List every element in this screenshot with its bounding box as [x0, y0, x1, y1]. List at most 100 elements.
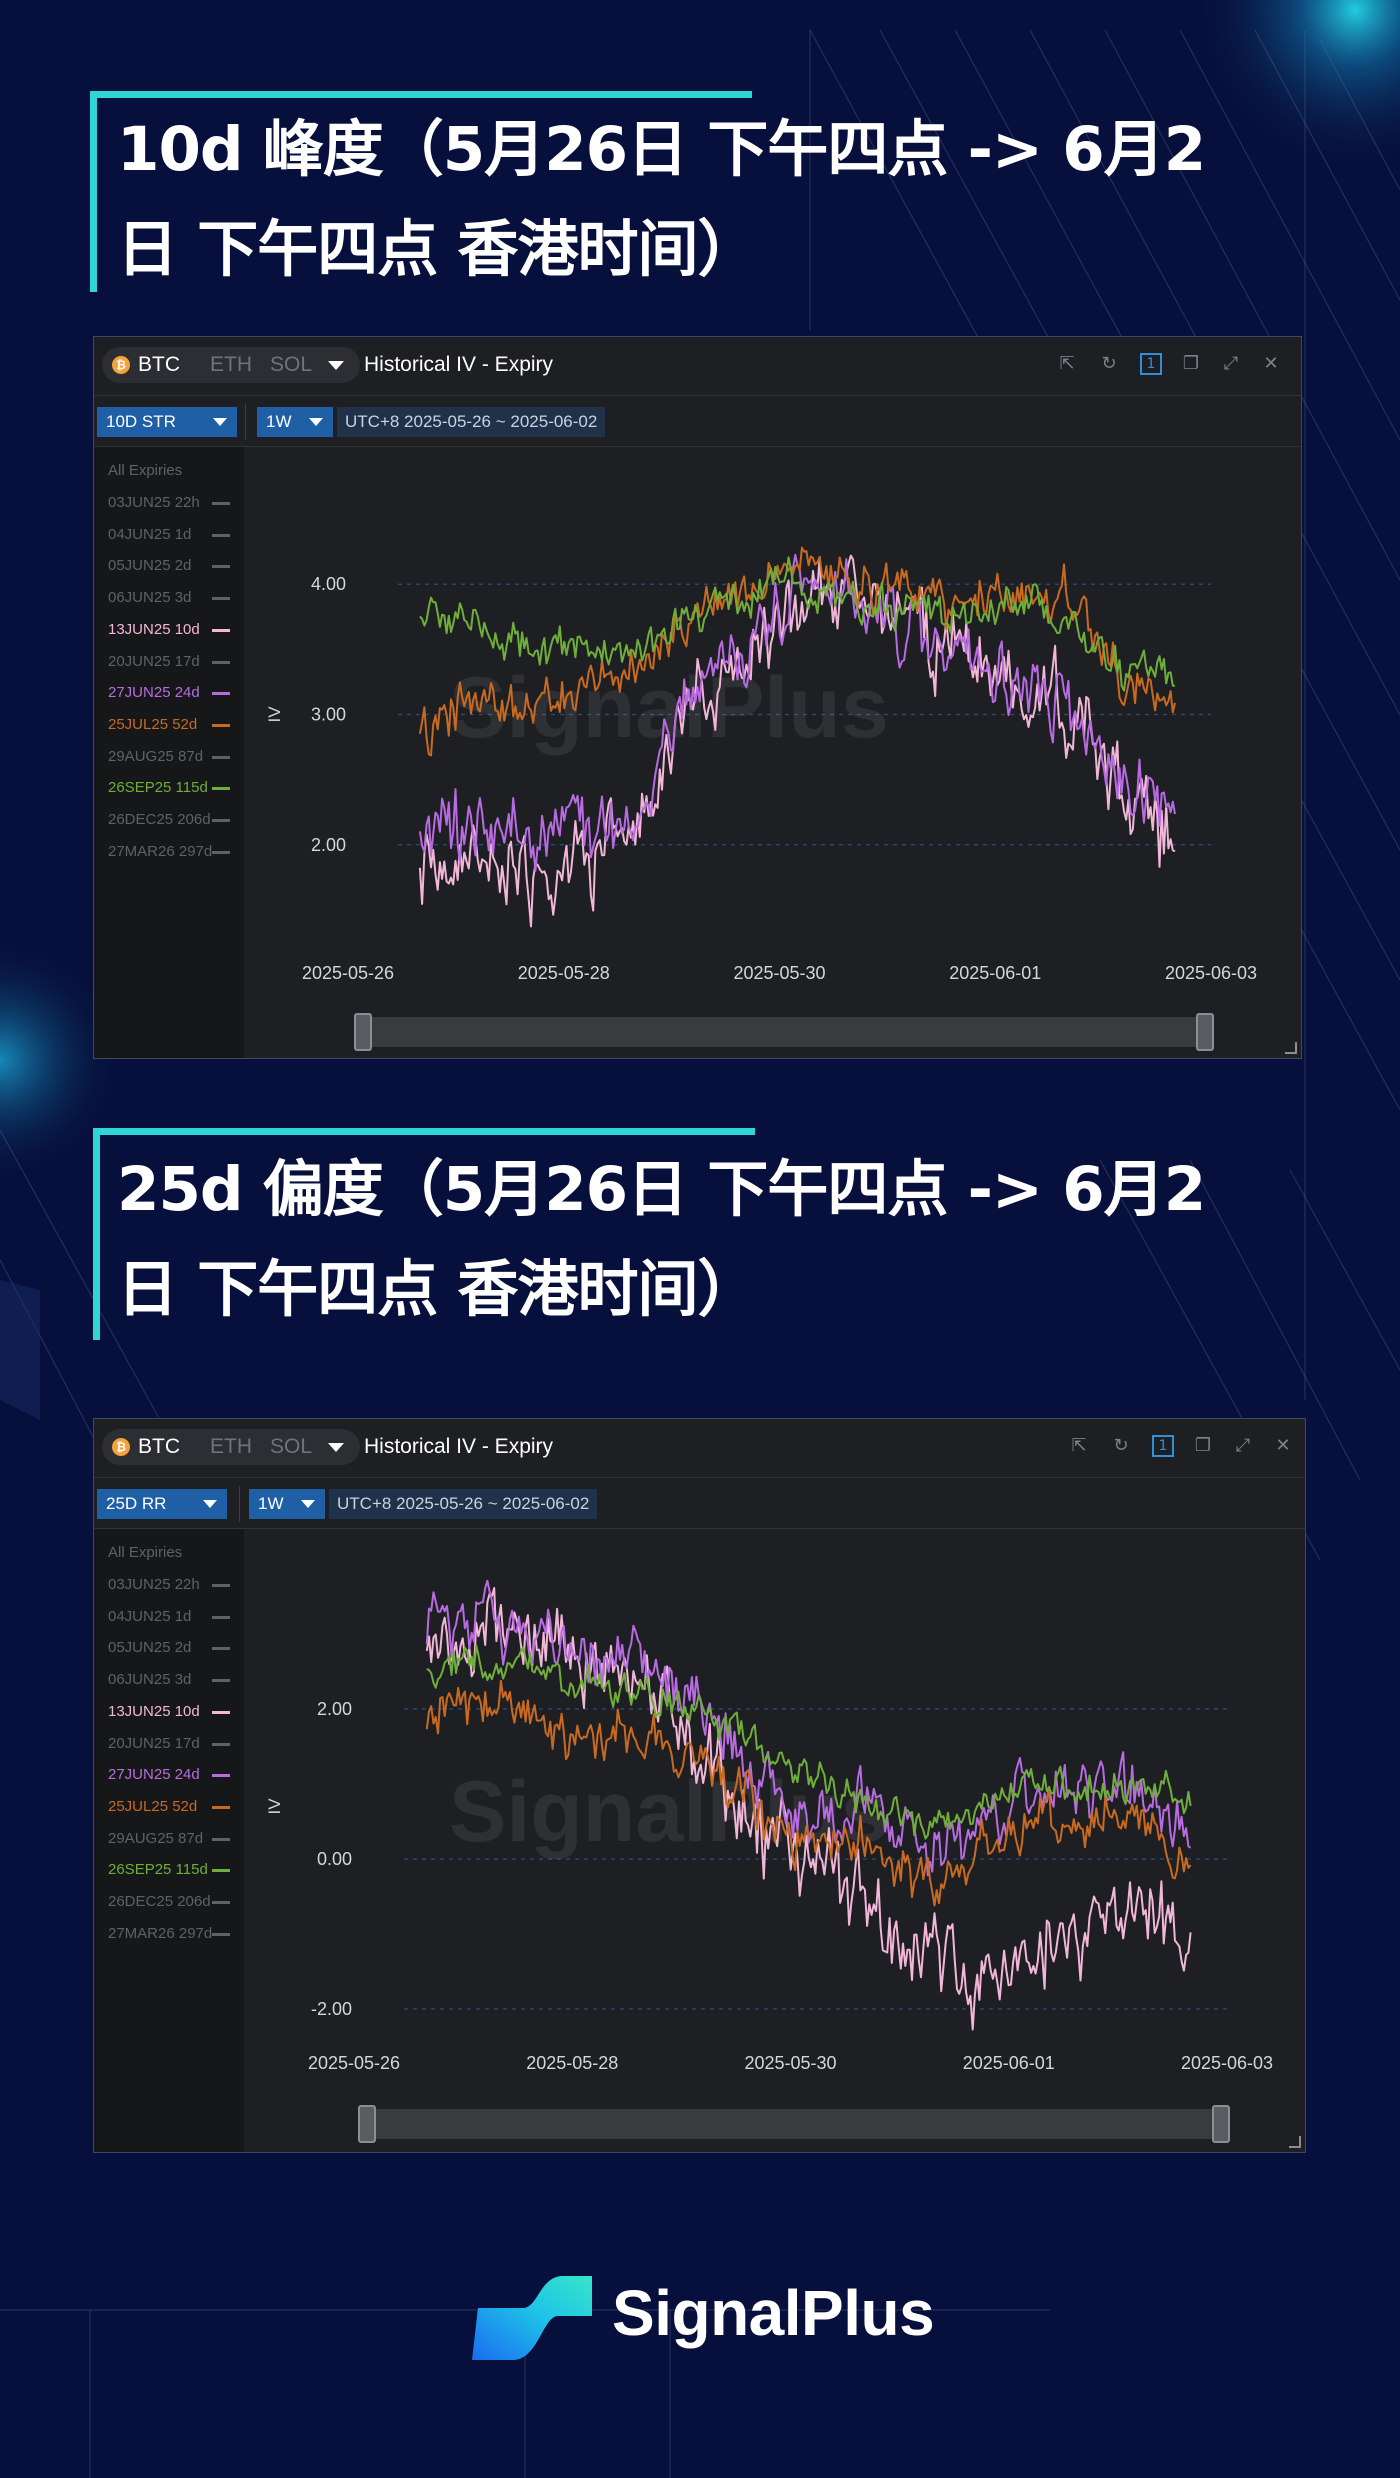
section1-top-accent-bar: [90, 91, 752, 98]
expand-icon[interactable]: ⤢: [1223, 353, 1239, 374]
legend-swatch: [212, 1742, 230, 1746]
legend-item-27jun25-24d[interactable]: 27JUN25 24d: [108, 1766, 200, 1784]
section1-side-accent-bar: [90, 91, 97, 292]
section2-title-line1: 25d 偏度（5月26日 下午四点 -> 6月2: [117, 1154, 1206, 1225]
y-tick-label: 4.00: [311, 574, 346, 594]
bitcoin-icon: ₿: [112, 356, 130, 374]
legend-swatch: [212, 565, 230, 569]
legend-swatch: [212, 850, 230, 854]
expiry-legend: All Expiries 03JUN25 22h 04JUN25 1d 05JUN2…: [94, 447, 244, 1058]
legend-item-05jun25-2d[interactable]: 05JUN25 2d: [108, 1639, 192, 1657]
legend-item-26dec25-206d[interactable]: 26DEC25 206d: [108, 1893, 211, 1910]
expand-icon[interactable]: ⤢: [1235, 1435, 1251, 1456]
legend-swatch: [212, 787, 230, 791]
x-tick-label: 2025-05-30: [733, 963, 825, 983]
legend-swatch: [212, 597, 230, 601]
legend-item-27jun25-24d[interactable]: 27JUN25 24d: [108, 684, 200, 702]
legend-swatch: [212, 819, 230, 822]
legend-header[interactable]: All Expiries: [108, 462, 183, 479]
legend-swatch: [212, 1774, 230, 1778]
legend-item-20jun25-17d[interactable]: 20JUN25 17d: [108, 652, 200, 670]
legend-swatch: [212, 1615, 230, 1619]
period-select-chevron-icon: [301, 1500, 315, 1508]
duplicate-icon[interactable]: ❐: [1194, 1435, 1212, 1456]
close-icon[interactable]: ✕: [1263, 353, 1279, 374]
legend-item-27mar26-297d[interactable]: 27MAR26 297d: [108, 1924, 213, 1942]
asset-tabs: ₿ BTC ETH SOL: [102, 1429, 360, 1465]
duplicate-icon[interactable]: ❐: [1182, 353, 1200, 374]
asset-dropdown-chevron-icon[interactable]: [328, 1443, 344, 1452]
legend-item-04jun25-1d[interactable]: 04JUN25 1d: [108, 525, 192, 543]
time-scrollbar[interactable]: [354, 1013, 1214, 1051]
refresh-icon[interactable]: ↻: [1113, 1435, 1129, 1456]
section2-title-line2: 日 下午四点 香港时间）: [117, 1254, 758, 1325]
external-link-icon[interactable]: ⇱: [1071, 1435, 1087, 1456]
series-line-25jul25-52d: [418, 546, 1176, 757]
scrollbar-left-handle[interactable]: [358, 2105, 376, 2143]
asset-tab-btc[interactable]: BTC: [138, 353, 180, 376]
legend-item-25jul25-52d[interactable]: 25JUL25 52d: [108, 715, 198, 733]
watermark: SignalPlus: [449, 1764, 889, 1860]
legend-item-04jun25-1d[interactable]: 04JUN25 1d: [108, 1607, 192, 1625]
legend-swatch: [212, 1584, 230, 1587]
section2-top-accent-bar: [93, 1128, 755, 1135]
legend-swatch: [212, 1805, 230, 1809]
asset-tab-btc[interactable]: BTC: [138, 1435, 180, 1458]
legend-item-13jun25-10d[interactable]: 13JUN25 10d: [108, 620, 200, 638]
legend-item-27mar26-297d[interactable]: 27MAR26 297d: [108, 842, 213, 860]
panel-title: Historical IV - Expiry: [364, 353, 554, 376]
metric-select-chevron-icon: [213, 418, 227, 426]
single-view-icon[interactable]: 1: [1152, 1435, 1174, 1457]
resize-handle-icon[interactable]: [1289, 2136, 1301, 2148]
kurtosis-chart: 2.00 3.00 4.00 IV 2025-05-26 2025-05-28 2025-0…: [265, 546, 1257, 983]
y-tick-label: 2.00: [317, 1699, 352, 1719]
asset-dropdown-chevron-icon[interactable]: [328, 361, 344, 370]
asset-tab-eth[interactable]: ETH: [210, 1435, 252, 1458]
chart-panel-skew: ₿ BTC ETH SOL Historical IV - Expiry ⇱ ↻…: [93, 1418, 1306, 2153]
legend-item-25jul25-52d[interactable]: 25JUL25 52d: [108, 1797, 198, 1815]
legend-header[interactable]: All Expiries: [108, 1544, 183, 1561]
legend-item-05jun25-2d[interactable]: 05JUN25 2d: [108, 557, 192, 575]
asset-tab-eth[interactable]: ETH: [210, 353, 252, 376]
scrollbar-right-handle[interactable]: [1196, 1013, 1214, 1051]
legend-item-03jun25-22h[interactable]: 03JUN25 22h: [108, 1576, 200, 1593]
resize-handle-icon[interactable]: [1285, 1042, 1297, 1054]
metric-select[interactable]: 25D RR: [97, 1489, 227, 1519]
legend-swatch: [212, 1837, 230, 1841]
legend-item-06jun25-3d[interactable]: 06JUN25 3d: [108, 1671, 192, 1689]
external-link-icon[interactable]: ⇱: [1059, 353, 1075, 374]
x-tick-label: 2025-05-28: [526, 2053, 618, 2073]
legend-swatch: [212, 628, 230, 632]
legend-item-06jun25-3d[interactable]: 06JUN25 3d: [108, 589, 192, 607]
single-view-icon[interactable]: 1: [1140, 353, 1162, 375]
legend-item-13jun25-10d[interactable]: 13JUN25 10d: [108, 1702, 200, 1720]
section1-title-line2: 日 下午四点 香港时间）: [117, 214, 758, 285]
panel-toolbar: ₿ BTC ETH SOL Historical IV - Expiry ⇱ ↻…: [94, 1419, 1305, 1478]
time-scrollbar[interactable]: [358, 2105, 1230, 2143]
scrollbar-right-handle[interactable]: [1212, 2105, 1230, 2143]
legend-item-03jun25-22h[interactable]: 03JUN25 22h: [108, 494, 200, 511]
asset-tab-sol[interactable]: SOL: [270, 1435, 313, 1458]
metric-select[interactable]: 10D STR: [97, 407, 237, 437]
period-select[interactable]: 1W: [257, 407, 333, 437]
scrollbar-left-handle[interactable]: [354, 1013, 372, 1051]
asset-tab-sol[interactable]: SOL: [270, 353, 313, 376]
legend-item-26sep25-115d[interactable]: 26SEP25 115d: [108, 1861, 208, 1879]
period-select[interactable]: 1W: [249, 1489, 325, 1519]
refresh-icon[interactable]: ↻: [1101, 353, 1117, 374]
y-tick-label: 2.00: [311, 835, 346, 855]
date-range-label: UTC+8 2025-05-26 ~ 2025-06-02: [337, 407, 606, 437]
legend-item-26sep25-115d[interactable]: 26SEP25 115d: [108, 779, 208, 797]
legend-item-29aug25-87d[interactable]: 29AUG25 87d: [108, 1829, 204, 1847]
x-tick-label: 2025-05-26: [302, 963, 394, 983]
series-line-25jul25-52d: [425, 1679, 1192, 1907]
legend-item-29aug25-87d[interactable]: 29AUG25 87d: [108, 747, 204, 765]
x-tick-label: 2025-06-01: [963, 2053, 1055, 2073]
series-line-26sep25-115d: [419, 556, 1176, 692]
section1-title: 10d 峰度（5月26日 下午四点 -> 6月2 日 下午四点 香港时间）: [117, 100, 1206, 300]
legend-swatch: [212, 755, 230, 759]
legend-swatch: [212, 692, 230, 696]
legend-item-20jun25-17d[interactable]: 20JUN25 17d: [108, 1734, 200, 1752]
close-icon[interactable]: ✕: [1275, 1435, 1291, 1456]
legend-item-26dec25-206d[interactable]: 26DEC25 206d: [108, 811, 211, 828]
